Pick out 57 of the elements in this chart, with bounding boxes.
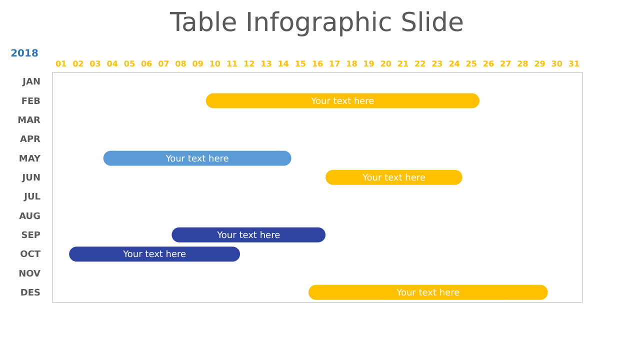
- x-tick-label: 26: [482, 60, 494, 68]
- x-tick-label: 05: [124, 60, 136, 68]
- x-tick-label: 31: [568, 60, 580, 68]
- x-tick-label: 25: [466, 60, 478, 68]
- x-tick-label: 12: [244, 60, 255, 68]
- x-tick-label: 15: [294, 60, 306, 68]
- x-tick-label: 23: [432, 60, 443, 68]
- x-tick-label: 24: [448, 60, 460, 68]
- y-tick-label: AUG: [19, 212, 40, 222]
- x-tick-label: 27: [500, 60, 512, 68]
- data-label: Your text here: [396, 288, 460, 298]
- bar: [308, 284, 548, 300]
- y-tick-label: JUL: [23, 192, 41, 203]
- y-tick-label: NOV: [18, 269, 41, 280]
- y-tick-label: SEP: [21, 230, 41, 241]
- x-tick-label: 28: [517, 60, 529, 68]
- x-tick-label: 02: [72, 60, 84, 68]
- x-tick-label: 30: [551, 60, 563, 68]
- x-tick-label: 21: [397, 60, 409, 68]
- bar: [103, 150, 292, 166]
- y-axis-title: 2018: [10, 48, 38, 60]
- data-label: Your text here: [122, 250, 187, 260]
- data-label: Your text here: [164, 154, 230, 164]
- x-tick-label: 22: [414, 60, 426, 68]
- x-tick-label: 17: [329, 60, 340, 68]
- x-tick-label: 14: [278, 60, 290, 68]
- y-tick-label: DES: [20, 288, 40, 298]
- x-tick-label: 16: [312, 60, 324, 68]
- x-tick-label: 13: [260, 60, 272, 68]
- data-label: Your text here: [216, 230, 281, 241]
- y-tick-label: JUN: [21, 173, 40, 184]
- x-tick-label: 18: [346, 60, 358, 68]
- y-tick-label: MAY: [18, 154, 41, 164]
- x-tick-label: 01: [55, 60, 68, 68]
- x-tick-label: 06: [140, 60, 153, 68]
- bar: [326, 170, 462, 185]
- y-tick-label: MAR: [18, 116, 41, 126]
- x-tick-label: 03: [90, 60, 101, 68]
- bar: [206, 93, 480, 108]
- x-tick-label: 19: [363, 60, 375, 68]
- x-tick-label: 07: [158, 60, 170, 68]
- y-tick-label: OCT: [20, 250, 42, 260]
- bar: [69, 246, 240, 262]
- x-tick-label: 04: [106, 60, 118, 68]
- y-tick-label: FEB: [21, 96, 41, 107]
- x-tick-label: 08: [175, 60, 187, 68]
- y-tick-label: JAN: [22, 78, 40, 88]
- x-tick-label: 10: [209, 60, 221, 68]
- x-tick-label: 09: [192, 60, 204, 68]
- x-tick-label: 29: [534, 60, 546, 68]
- chart-title: Table Infographic Slide: [168, 8, 464, 38]
- data-label: Your text here: [361, 173, 426, 184]
- y-tick-label: APR: [20, 135, 41, 146]
- bar: [172, 227, 326, 242]
- x-tick-label: 20: [380, 60, 392, 68]
- x-tick-label: 11: [226, 60, 238, 68]
- data-label: Your text here: [310, 96, 375, 107]
